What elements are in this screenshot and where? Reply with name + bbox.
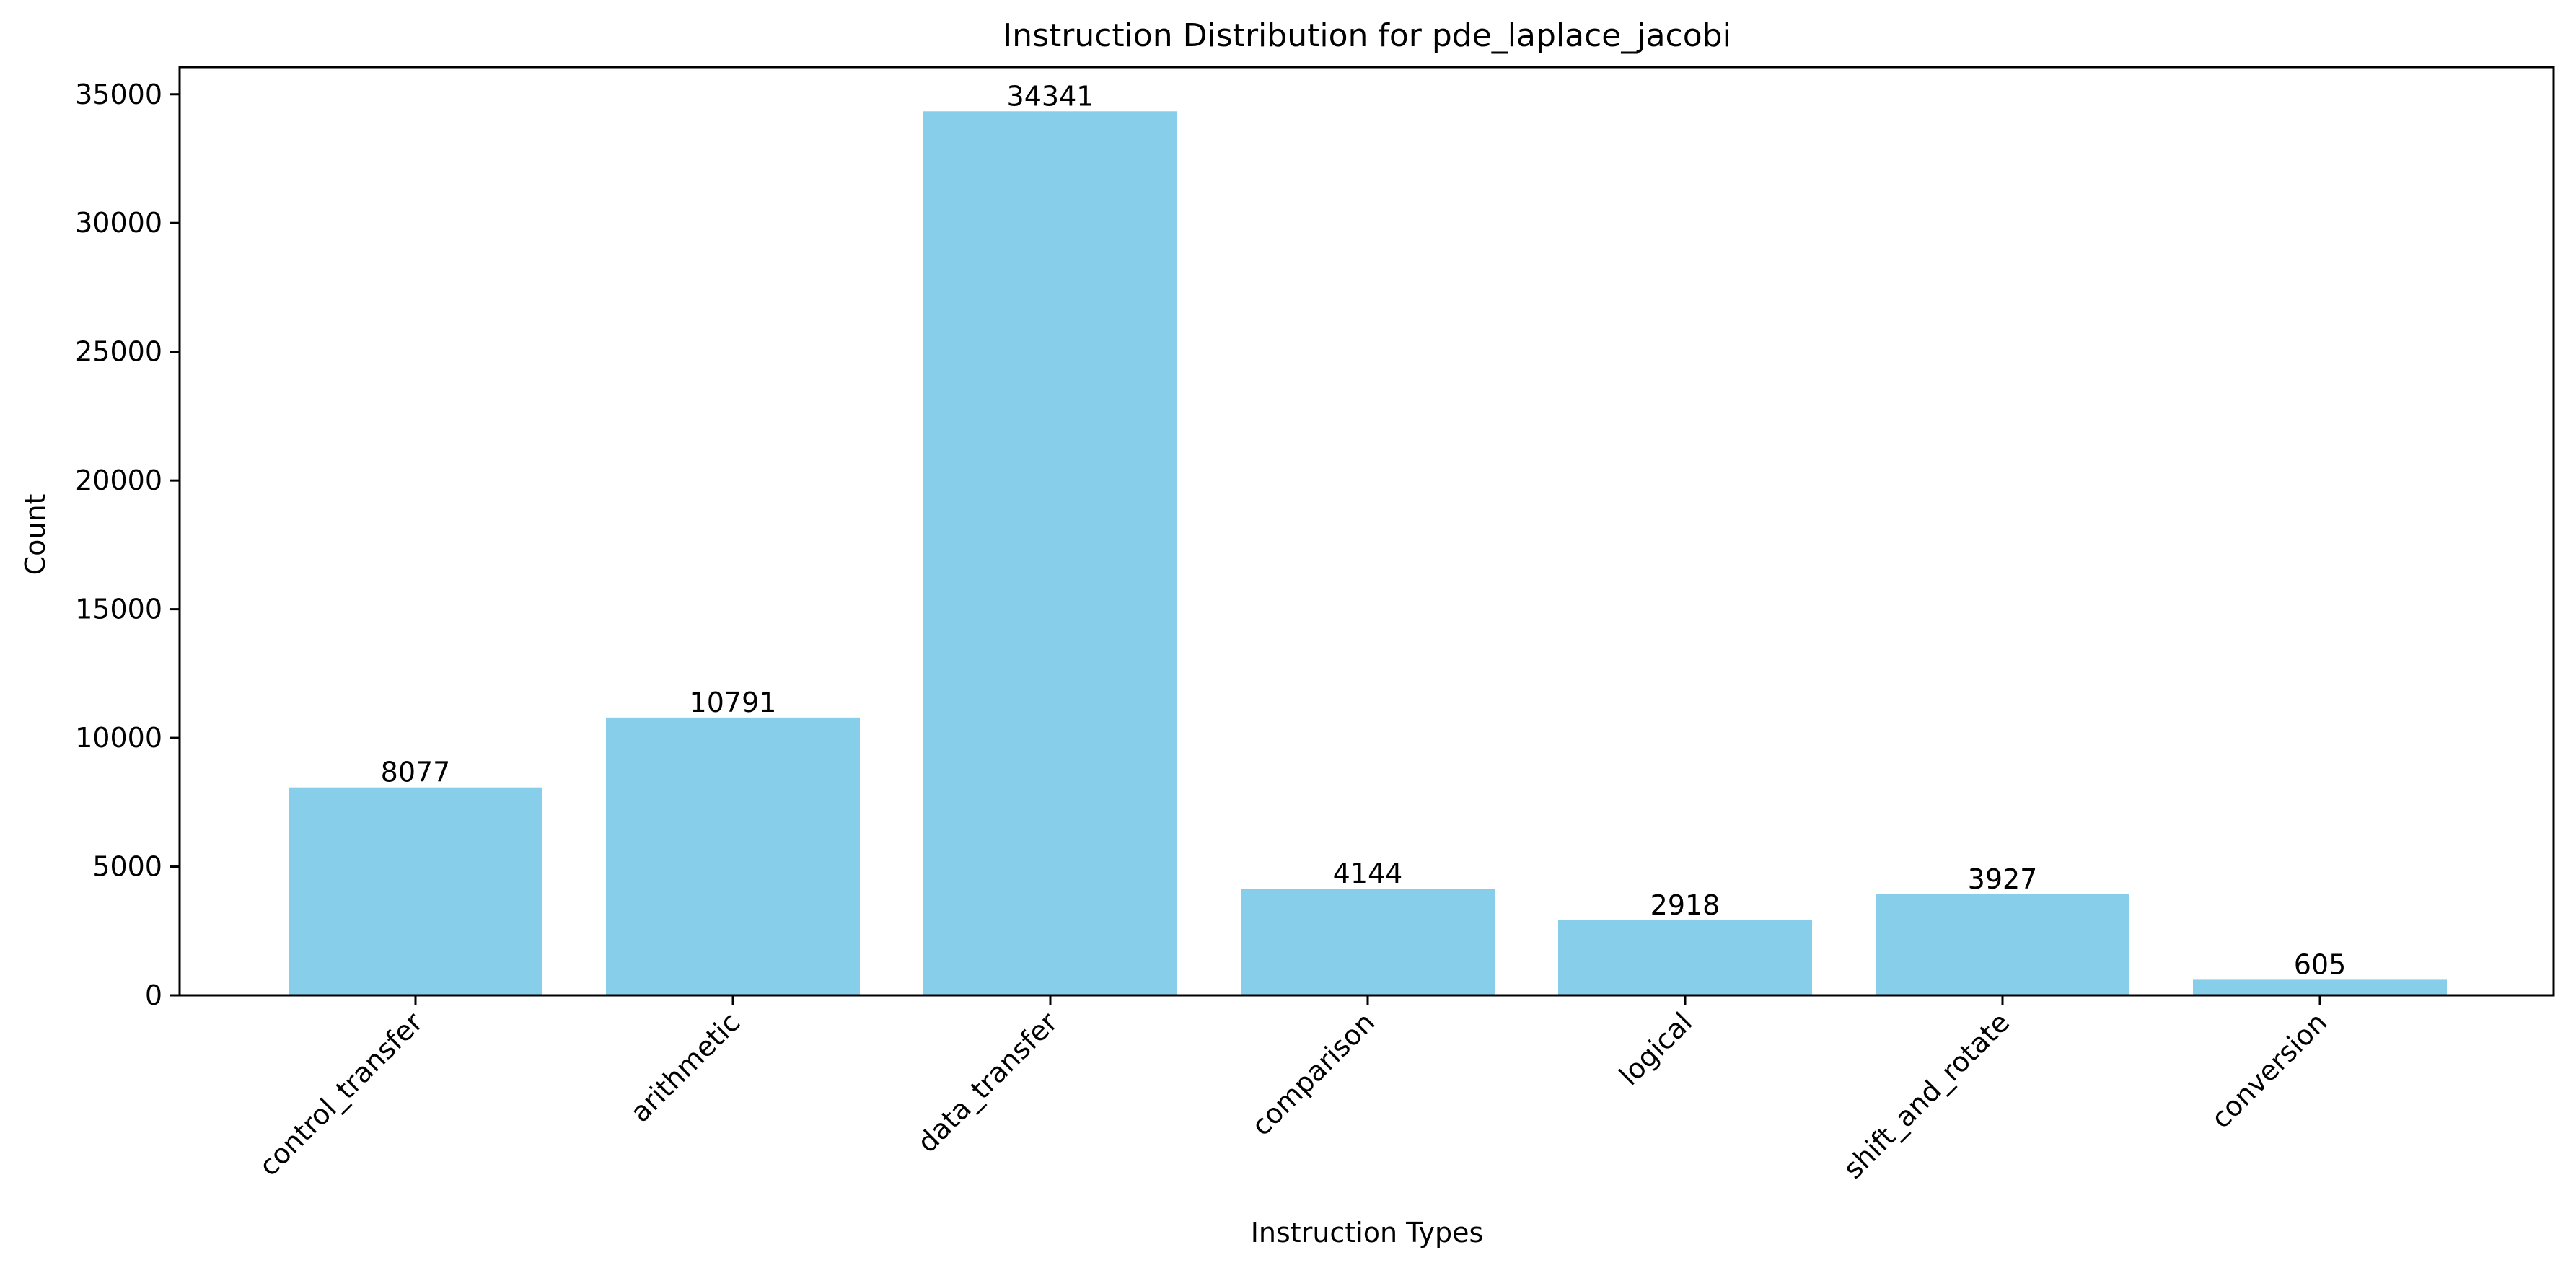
bar-control-transfer (289, 787, 542, 995)
x-tick-label: control_transfer (253, 1006, 429, 1182)
x-tick-label: shift_and_rotate (1837, 1006, 2016, 1185)
bar-data-transfer (923, 111, 1177, 995)
x-tick-labels: control_transfer arithmetic data_transfer c… (253, 995, 2334, 1185)
plot-frame (178, 66, 2555, 997)
bar-comparison (1241, 889, 1495, 995)
value-label: 605 (2294, 948, 2347, 980)
bars-group (289, 111, 2447, 995)
value-label: 34341 (1007, 80, 1094, 112)
value-labels: 8077 10791 34341 4144 2918 3927 605 (381, 80, 2347, 980)
y-tick-labels: 0 5000 10000 15000 20000 25000 30000 35000 (75, 79, 180, 1011)
bar-conversion (2193, 979, 2447, 995)
bar-arithmetic (606, 717, 860, 995)
value-label: 4144 (1333, 858, 1403, 889)
x-tick-label: comparison (1245, 1006, 1381, 1142)
chart-title: Instruction Distribution for pde_laplace… (1003, 17, 1731, 54)
y-tick-label: 20000 (75, 464, 162, 496)
y-tick-label: 25000 (75, 336, 162, 368)
value-label: 2918 (1650, 889, 1720, 921)
bar-shift-and-rotate (1876, 894, 2129, 995)
value-label: 10791 (690, 687, 777, 718)
x-tick-label: data_transfer (911, 1006, 1063, 1158)
bar-logical (1558, 920, 1812, 995)
y-tick-label: 30000 (75, 207, 162, 239)
y-tick-label: 35000 (75, 79, 162, 110)
value-label: 3927 (1968, 863, 2038, 895)
y-tick-label: 0 (145, 979, 162, 1011)
x-tick-label: conversion (2205, 1006, 2334, 1135)
value-label: 8077 (381, 757, 451, 788)
y-tick-label: 10000 (75, 722, 162, 754)
y-tick-label: 5000 (92, 851, 162, 883)
x-axis-label: Instruction Types (1251, 1217, 1484, 1248)
x-tick-label: arithmetic (624, 1006, 746, 1128)
x-tick-label: logical (1613, 1006, 1698, 1091)
y-axis-label: Count (19, 494, 51, 576)
y-tick-label: 15000 (75, 594, 162, 625)
